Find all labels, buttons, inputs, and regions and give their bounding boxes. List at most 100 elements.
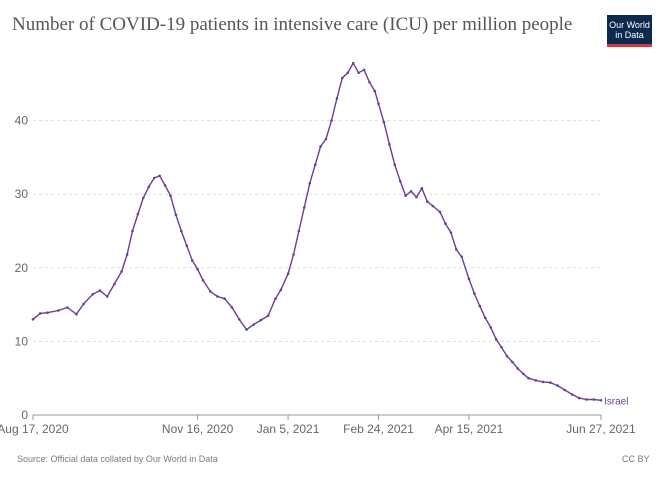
data-point xyxy=(556,384,559,387)
chart-title: Number of COVID-19 patients in intensive… xyxy=(12,14,573,35)
data-point xyxy=(527,376,530,380)
data-point xyxy=(113,282,116,286)
data-point xyxy=(368,81,371,84)
data-point xyxy=(147,185,151,189)
data-point xyxy=(599,399,603,402)
data-point xyxy=(592,398,596,401)
data-point xyxy=(393,163,397,167)
y-tick-label: 30 xyxy=(15,187,29,201)
data-point xyxy=(297,229,301,233)
data-point xyxy=(341,76,344,80)
data-point xyxy=(57,309,60,312)
data-point xyxy=(549,381,552,384)
data-point xyxy=(185,244,189,247)
data-point xyxy=(521,372,525,376)
y-tick-label: 10 xyxy=(15,334,29,348)
data-point xyxy=(335,97,339,100)
data-point xyxy=(286,272,290,276)
data-point xyxy=(136,212,140,216)
data-point xyxy=(292,253,295,256)
data-point xyxy=(449,231,453,234)
data-point xyxy=(415,195,418,199)
data-point xyxy=(460,255,464,259)
x-tick-label: Jan 5, 2021 xyxy=(257,422,320,436)
data-point xyxy=(431,204,435,208)
data-point xyxy=(426,200,429,203)
data-point xyxy=(38,312,42,315)
data-point xyxy=(308,181,312,185)
y-tick-label: 40 xyxy=(15,114,29,128)
data-point xyxy=(259,318,263,322)
data-point xyxy=(120,270,123,273)
data-point xyxy=(245,328,248,331)
data-point xyxy=(362,68,366,72)
data-point xyxy=(398,179,402,183)
data-point xyxy=(201,279,205,282)
data-point xyxy=(319,145,322,148)
data-point xyxy=(31,318,35,321)
data-point xyxy=(494,337,498,341)
data-point xyxy=(82,302,85,306)
data-point xyxy=(196,268,199,271)
owid-logo[interactable]: Our World in Data xyxy=(607,15,652,47)
data-point xyxy=(373,89,377,93)
data-point xyxy=(346,71,350,75)
data-point xyxy=(467,277,471,281)
license-label[interactable]: CC BY xyxy=(622,454,650,464)
data-point xyxy=(158,174,161,178)
data-point xyxy=(303,206,306,209)
data-point xyxy=(563,388,567,392)
data-point xyxy=(516,367,520,370)
data-point xyxy=(223,297,226,301)
x-tick-label: Nov 16, 2020 xyxy=(162,422,234,436)
data-point xyxy=(169,194,172,197)
data-point xyxy=(473,292,476,295)
data-point xyxy=(230,306,234,309)
data-point xyxy=(578,396,581,400)
x-tick-label: Aug 17, 2020 xyxy=(0,422,69,436)
data-point xyxy=(46,311,49,315)
data-point xyxy=(382,120,386,124)
logo-line-1: Our World xyxy=(609,20,650,30)
series-label: Israel xyxy=(604,396,628,407)
data-point xyxy=(438,210,442,214)
series-line-israel xyxy=(32,62,602,401)
data-point xyxy=(266,314,270,317)
data-point xyxy=(237,318,241,321)
data-point xyxy=(478,304,482,308)
data-point xyxy=(180,229,183,233)
data-point xyxy=(209,290,212,293)
data-point xyxy=(75,312,78,316)
data-point xyxy=(216,295,219,298)
data-point xyxy=(541,380,545,384)
data-point xyxy=(351,61,355,65)
y-tick-label: 20 xyxy=(15,261,29,275)
data-point xyxy=(505,354,509,358)
data-point xyxy=(252,323,255,326)
data-point xyxy=(489,326,493,329)
data-point xyxy=(500,346,503,349)
data-point xyxy=(570,393,574,396)
logo-line-2: in Data xyxy=(615,30,644,40)
data-point xyxy=(404,194,407,197)
data-point xyxy=(131,229,134,233)
data-point xyxy=(91,293,94,296)
data-point xyxy=(66,306,69,309)
data-point xyxy=(152,176,156,180)
data-point xyxy=(174,213,178,217)
data-point xyxy=(190,259,194,262)
data-point xyxy=(330,119,333,122)
source-note: Source: Official data collated by Our Wo… xyxy=(17,454,218,464)
data-point xyxy=(483,316,487,320)
data-point xyxy=(377,102,380,105)
data-point xyxy=(455,248,458,251)
x-tick-label: Apr 15, 2021 xyxy=(435,422,504,436)
data-point xyxy=(313,163,317,167)
y-tick-label: 0 xyxy=(21,408,28,422)
data-point xyxy=(98,289,102,292)
data-point xyxy=(409,190,413,193)
data-point xyxy=(324,137,328,141)
data-point xyxy=(511,360,514,364)
data-point xyxy=(279,288,283,292)
data-point xyxy=(163,184,167,187)
